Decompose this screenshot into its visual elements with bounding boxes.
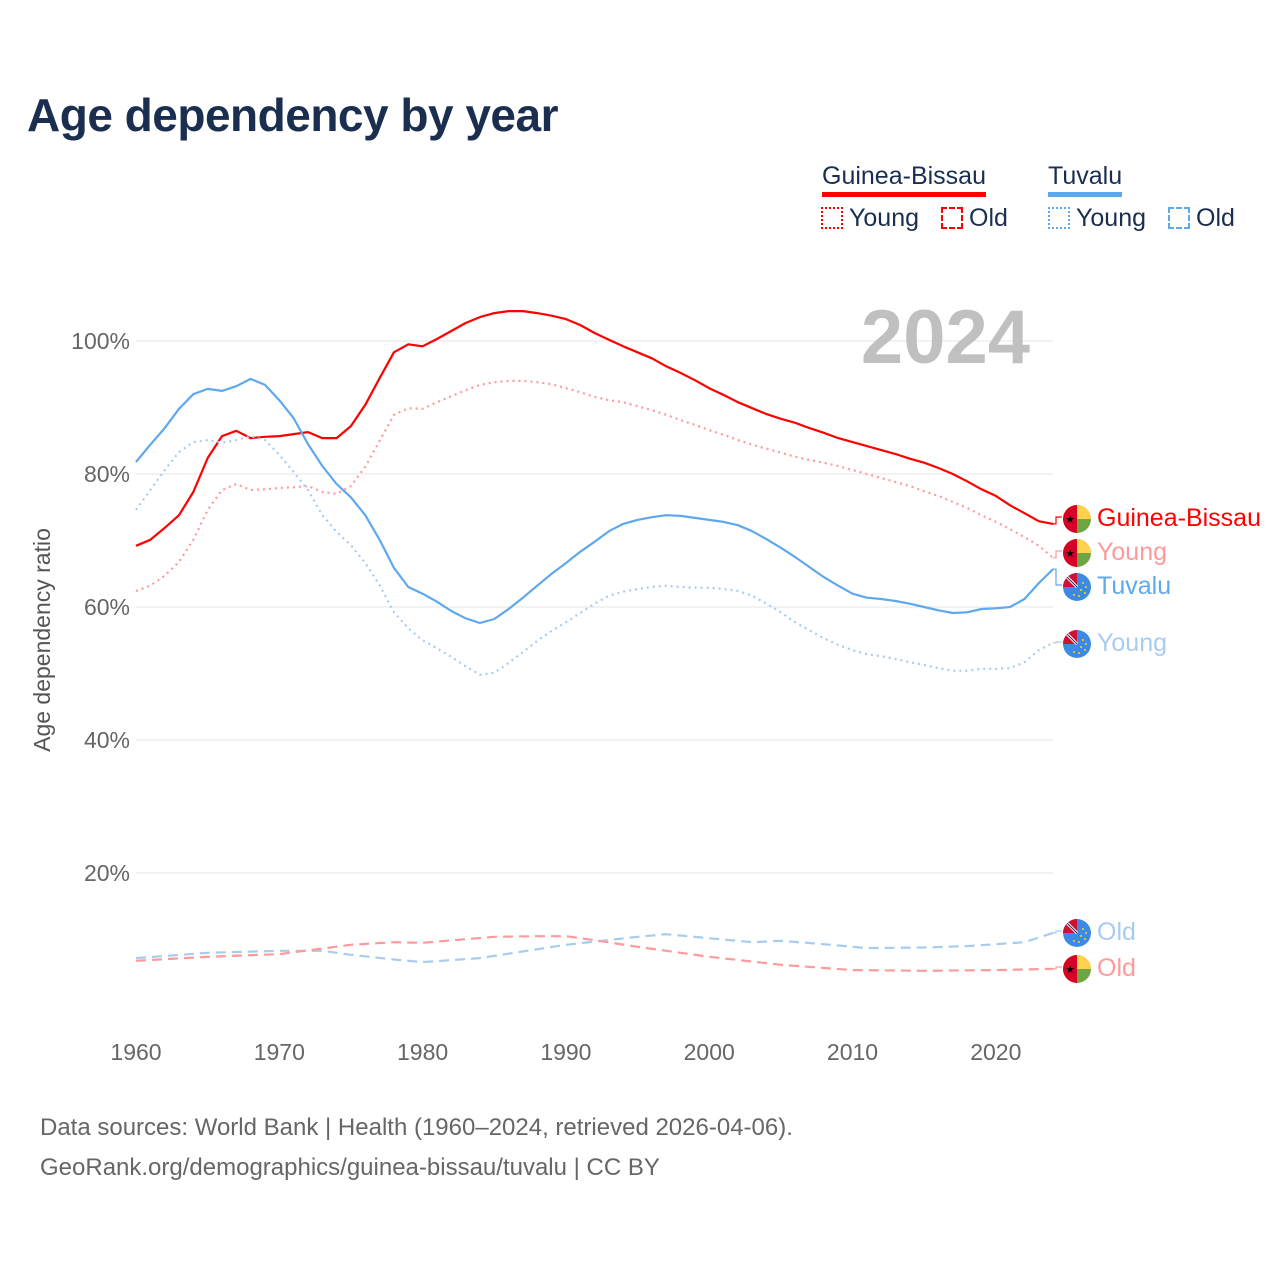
dashed-swatch-icon: [941, 207, 963, 229]
label-connector: [1053, 930, 1062, 934]
label-connector: [1053, 516, 1062, 525]
legend-tv-young: Young: [1048, 204, 1146, 233]
end-label: Young: [1097, 629, 1167, 657]
legend-label: Old: [969, 204, 1008, 232]
x-tick-label: 2020: [970, 1039, 1021, 1065]
tuvalu-flag-icon: [1063, 630, 1091, 658]
legend-label: Old: [1196, 204, 1235, 232]
label-connector: [1053, 568, 1062, 586]
label-connector: [1053, 550, 1062, 559]
tuvalu-flag-icon: [1063, 919, 1091, 947]
x-tick-label: 1980: [397, 1039, 448, 1065]
legend-country-tuvalu: Tuvalu: [1048, 162, 1123, 197]
year-watermark: 2024: [861, 295, 1030, 380]
guinea-bissau-flag-icon: ★: [1063, 505, 1091, 533]
dotted-swatch-icon: [821, 207, 843, 229]
guinea-bissau-flag-icon: ★: [1063, 955, 1091, 983]
end-label: Old: [1097, 918, 1136, 946]
legend-label: Young: [1076, 204, 1146, 232]
dotted-swatch-icon: [1048, 207, 1070, 229]
series-line-tuvalu-total: [135, 377, 1054, 625]
legend-country-label: Tuvalu: [1048, 162, 1123, 197]
chart-title: Age dependency by year: [27, 89, 558, 141]
x-tick-label: 1960: [110, 1039, 161, 1065]
y-tick-label: 60%: [84, 594, 130, 620]
x-tick-label: 1990: [540, 1039, 591, 1065]
y-tick-label: 100%: [71, 328, 130, 354]
tuvalu-flag-icon: [1063, 573, 1091, 601]
svg-text:★: ★: [1065, 548, 1075, 560]
y-tick-label: 20%: [84, 860, 130, 886]
label-connector: [1053, 966, 1062, 970]
series-line-tuvalu-young: [135, 435, 1054, 676]
legend-label: Young: [849, 204, 919, 232]
legend-country-label: Guinea-Bissau: [822, 162, 986, 197]
x-tick-label: 1970: [254, 1039, 305, 1065]
legend-tv-old: Old: [1168, 204, 1235, 233]
legend-country-guinea-bissau: Guinea-Bissau: [822, 162, 986, 197]
y-axis-label: Age dependency ratio: [29, 528, 55, 752]
svg-text:★: ★: [1065, 964, 1075, 976]
source-line: Data sources: World Bank | Health (1960–…: [40, 1114, 793, 1141]
end-label: Old: [1097, 954, 1136, 982]
x-tick-label: 2000: [684, 1039, 735, 1065]
source-url[interactable]: GeoRank.org/demographics/guinea-bissau/t…: [40, 1154, 660, 1181]
guinea-bissau-flag-icon: ★: [1063, 539, 1091, 567]
y-tick-label: 80%: [84, 461, 130, 487]
end-label: Young: [1097, 538, 1167, 566]
dashed-swatch-icon: [1168, 207, 1190, 229]
legend-gb-old: Old: [941, 204, 1008, 233]
series-line-guinea-bissau-old: [135, 935, 1054, 972]
label-connector: [1053, 641, 1062, 644]
svg-text:★: ★: [1065, 514, 1075, 526]
end-label: Guinea-Bissau: [1097, 504, 1261, 532]
series-line-guinea-bissau-young: [135, 379, 1054, 593]
y-tick-label: 40%: [84, 727, 130, 753]
x-tick-label: 2010: [827, 1039, 878, 1065]
end-label: Tuvalu: [1097, 572, 1171, 600]
series-line-tuvalu-old: [135, 931, 1054, 964]
series-line-guinea-bissau-total: [135, 310, 1054, 547]
source-note: Data sources: World Bank | Health (1960–…: [40, 1108, 793, 1188]
legend-gb-young: Young: [821, 204, 919, 233]
